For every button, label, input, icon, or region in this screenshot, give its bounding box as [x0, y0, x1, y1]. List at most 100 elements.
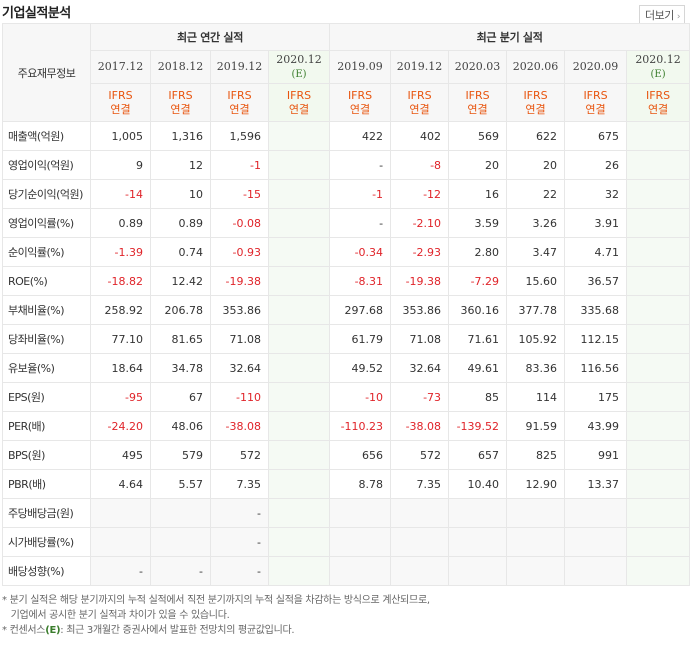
- row-label: 시가배당률(%): [2, 527, 91, 557]
- value-cell: 0.89: [150, 208, 211, 238]
- value-cell: [267, 208, 331, 238]
- value-cell: 4.64: [90, 469, 151, 499]
- table-row: 주당배당금(원) -: [2, 498, 691, 528]
- note-consensus: * 컨센서스(E): 최근 3개월간 증권사에서 발표한 전망치의 평균값입니다…: [2, 625, 295, 636]
- value-cell: -2.93: [390, 237, 450, 267]
- row-label: BPS(원): [2, 440, 91, 470]
- ifrs-label: IFRS 연결: [506, 83, 566, 122]
- row-label: PBR(배): [2, 469, 91, 499]
- value-cell: 825: [506, 440, 566, 470]
- value-cell: 572: [390, 440, 450, 470]
- value-cell: 32: [564, 179, 628, 209]
- value-cell: 36.57: [564, 266, 628, 296]
- table-row: ROE(%) -18.82 12.42 -19.38 -8.31 -19.38 -7.29 1…: [2, 266, 691, 296]
- value-cell: [390, 556, 450, 586]
- value-cell: [267, 498, 331, 528]
- value-cell: -110: [210, 382, 269, 412]
- value-cell: 71.08: [210, 324, 269, 354]
- value-cell: 7.35: [210, 469, 269, 499]
- table-row: 유보율(%) 18.64 34.78 32.64 49.52 32.64 49.61 83.3…: [2, 353, 691, 383]
- period-header: 2020.03: [448, 50, 508, 84]
- ifrs-label: IFRS 연결: [390, 83, 450, 122]
- value-cell: 15.60: [506, 266, 566, 296]
- row-label: 당기순이익(억원): [2, 179, 91, 209]
- value-cell: 85: [448, 382, 508, 412]
- value-cell: [626, 266, 691, 296]
- table-row: BPS(원) 495 579 572 656 572 657 825 991: [2, 440, 691, 470]
- table-row: 부채비율(%) 258.92 206.78 353.86 297.68 353.86 360…: [2, 295, 691, 325]
- value-cell: 675: [564, 121, 628, 151]
- value-cell: -0.34: [329, 237, 392, 267]
- value-cell: 71.08: [390, 324, 450, 354]
- value-cell: 20: [506, 150, 566, 180]
- value-cell: [267, 440, 331, 470]
- value-cell: 9: [90, 150, 151, 180]
- value-cell: 22: [506, 179, 566, 209]
- row-label: 영업이익률(%): [2, 208, 91, 238]
- footnotes: * 분기 실적은 해당 분기까지의 누적 실적에서 직전 분기까지의 누적 실적…: [2, 593, 430, 638]
- value-cell: 353.86: [390, 295, 450, 325]
- value-cell: -110.23: [329, 411, 392, 441]
- value-cell: 3.47: [506, 237, 566, 267]
- value-cell: 49.52: [329, 353, 392, 383]
- quarter-group-header: 최근 분기 실적: [329, 23, 691, 51]
- value-cell: 335.68: [564, 295, 628, 325]
- ifrs-label: IFRS 연결: [267, 83, 331, 122]
- value-cell: -38.08: [210, 411, 269, 441]
- value-cell: [626, 527, 691, 557]
- value-cell: [150, 498, 211, 528]
- period-label: 2020.12: [635, 52, 681, 66]
- value-cell: 353.86: [210, 295, 269, 325]
- value-cell: 16: [448, 179, 508, 209]
- value-cell: [626, 498, 691, 528]
- value-cell: [448, 556, 508, 586]
- value-cell: -73: [390, 382, 450, 412]
- value-cell: 656: [329, 440, 392, 470]
- more-button[interactable]: 더보기 ›: [639, 5, 685, 25]
- value-cell: -: [210, 498, 269, 528]
- value-cell: -1.39: [90, 237, 151, 267]
- value-cell: 20: [448, 150, 508, 180]
- value-cell: 495: [90, 440, 151, 470]
- period-label: 2020.12: [276, 52, 322, 66]
- value-cell: 402: [390, 121, 450, 151]
- value-cell: 657: [448, 440, 508, 470]
- value-cell: [448, 498, 508, 528]
- row-label: 배당성향(%): [2, 556, 91, 586]
- row-label: 매출액(억원): [2, 121, 91, 151]
- table-row: 순이익률(%) -1.39 0.74 -0.93 -0.34 -2.93 2.80 3.47 4…: [2, 237, 691, 267]
- value-cell: 91.59: [506, 411, 566, 441]
- value-cell: -10: [329, 382, 392, 412]
- value-cell: 360.16: [448, 295, 508, 325]
- value-cell: 61.79: [329, 324, 392, 354]
- value-cell: [267, 179, 331, 209]
- row-label: 주당배당금(원): [2, 498, 91, 528]
- period-header: 2019.09: [329, 50, 392, 84]
- value-cell: -24.20: [90, 411, 151, 441]
- value-cell: 3.91: [564, 208, 628, 238]
- value-cell: [626, 440, 691, 470]
- value-cell: 579: [150, 440, 211, 470]
- value-cell: 5.57: [150, 469, 211, 499]
- ifrs-label: IFRS 연결: [150, 83, 211, 122]
- value-cell: 18.64: [90, 353, 151, 383]
- value-cell: 34.78: [150, 353, 211, 383]
- value-cell: -7.29: [448, 266, 508, 296]
- value-cell: 26: [564, 150, 628, 180]
- period-header: 2020.09: [564, 50, 628, 84]
- value-cell: [267, 150, 331, 180]
- estimate-badge: (E): [650, 68, 666, 80]
- value-cell: [90, 527, 151, 557]
- value-cell: 12.42: [150, 266, 211, 296]
- table-row: 영업이익률(%) 0.89 0.89 -0.08- -2.10 3.59 3.26 3.91: [2, 208, 691, 238]
- value-cell: [626, 324, 691, 354]
- table-row: 시가배당률(%) -: [2, 527, 691, 557]
- period-header: 2017.12: [90, 50, 151, 84]
- value-cell: [267, 237, 331, 267]
- value-cell: 569: [448, 121, 508, 151]
- value-cell: -139.52: [448, 411, 508, 441]
- row-label: 영업이익(억원): [2, 150, 91, 180]
- value-cell: -: [150, 556, 211, 586]
- value-cell: 43.99: [564, 411, 628, 441]
